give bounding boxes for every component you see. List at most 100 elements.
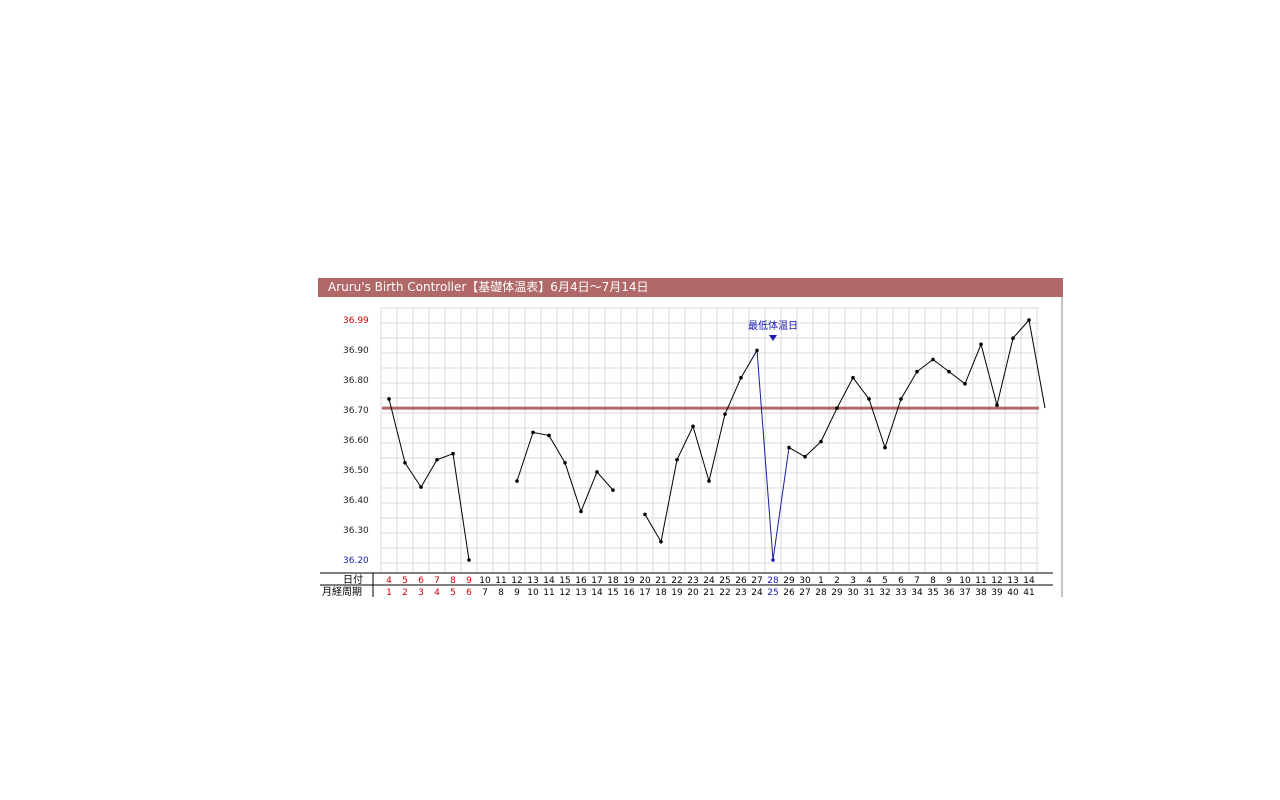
cycle-day-label: 40 — [1007, 588, 1019, 598]
series-segment — [948, 371, 966, 385]
series-segment — [1012, 319, 1030, 339]
cycle-day-label: 18 — [655, 588, 667, 598]
cycle-day-label: 12 — [559, 588, 570, 598]
date-label: 30 — [799, 576, 811, 586]
series-segment — [436, 453, 454, 461]
date-label: 7 — [914, 576, 920, 586]
data-point — [995, 403, 999, 407]
cycle-day-label: 16 — [623, 588, 635, 598]
cycle-day-label: 25 — [767, 588, 778, 598]
cycle-day-label: 2 — [402, 588, 408, 598]
data-point — [755, 348, 759, 353]
date-label: 5 — [882, 576, 888, 586]
cycle-day-label: 41 — [1023, 588, 1034, 598]
date-label: 18 — [607, 576, 619, 586]
date-label: 12 — [991, 576, 1002, 586]
cycle-day-label: 11 — [543, 588, 554, 598]
data-point — [707, 479, 711, 483]
cycle-day-label: 27 — [799, 588, 810, 598]
y-tick-label: 36.80 — [343, 376, 369, 386]
data-point — [771, 558, 775, 562]
date-label: 1 — [818, 576, 824, 586]
series-segment — [740, 350, 758, 378]
date-label: 10 — [959, 576, 971, 586]
cycle-day-label: 14 — [591, 588, 603, 598]
date-label: 9 — [466, 576, 472, 586]
data-point — [979, 342, 983, 347]
data-point — [387, 397, 391, 401]
y-axis-labels: 36.99 36.90 36.80 36.70 36.60 36.50 36.40 36.30… — [343, 316, 369, 566]
cycle-day-label: 5 — [450, 588, 456, 598]
lowest-temperature-label: 最低体温日 — [748, 319, 798, 332]
cycle-day-label: 33 — [895, 588, 906, 598]
date-label: 11 — [975, 576, 986, 586]
date-label: 2 — [834, 576, 840, 586]
data-point — [579, 509, 583, 514]
series-segment — [676, 426, 694, 460]
series-segment — [788, 447, 806, 458]
cycle-day-label: 38 — [975, 588, 987, 598]
data-point — [467, 558, 471, 562]
lowest-temperature-marker: 最低体温日 — [748, 319, 798, 341]
date-row-label: 日付 — [343, 573, 363, 586]
date-label: 3 — [850, 576, 856, 586]
cycle-day-label: 24 — [751, 588, 763, 598]
data-point — [787, 445, 791, 450]
cycle-day-label: 10 — [527, 588, 539, 598]
date-label: 14 — [1023, 576, 1035, 586]
cycle-day-label: 35 — [927, 588, 938, 598]
date-label: 11 — [495, 576, 506, 586]
date-label: 29 — [783, 576, 795, 586]
cycle-day-label: 23 — [735, 588, 746, 598]
series-segment — [724, 377, 742, 415]
y-tick-label: 36.90 — [343, 346, 369, 356]
data-point — [515, 479, 519, 483]
chart-panel: Aruru's Birth Controller【基礎体温表】6月4日〜7月14… — [318, 278, 1063, 598]
data-point — [723, 412, 727, 416]
date-label: 6 — [418, 576, 424, 586]
series-segment — [756, 350, 774, 561]
cycle-day-label: 8 — [498, 588, 504, 598]
y-tick-label: 36.99 — [343, 316, 369, 326]
series-segment — [532, 431, 550, 436]
data-point — [1027, 318, 1031, 322]
date-label: 4 — [866, 576, 872, 586]
series-segment — [964, 344, 982, 384]
date-label: 7 — [434, 576, 440, 586]
series-segment — [404, 462, 422, 488]
series-segment — [836, 377, 854, 409]
cycle-day-label: 37 — [959, 588, 970, 598]
date-label: 27 — [751, 576, 762, 586]
y-tick-label: 36.60 — [343, 436, 369, 446]
series-segment — [644, 514, 662, 543]
series-segment — [388, 398, 406, 463]
cycle-day-label: 31 — [863, 588, 874, 598]
series-segment — [772, 447, 790, 561]
series-segment — [564, 462, 582, 512]
data-point — [611, 488, 615, 492]
series-segment — [596, 471, 614, 491]
date-label: 4 — [386, 576, 392, 586]
date-label: 15 — [559, 576, 570, 586]
cycle-day-label: 28 — [815, 588, 827, 598]
data-point — [915, 369, 919, 374]
date-label: 22 — [671, 576, 682, 586]
cycle-day-label: 32 — [879, 588, 890, 598]
date-label: 8 — [930, 576, 936, 586]
series-segment — [516, 432, 534, 482]
date-label: 26 — [735, 576, 747, 586]
cycle-day-label: 4 — [434, 588, 440, 598]
data-point — [1011, 336, 1015, 341]
cycle-day-label: 15 — [607, 588, 618, 598]
cycle-day-label: 39 — [991, 588, 1003, 598]
data-point — [675, 457, 679, 462]
data-point — [435, 457, 439, 462]
cycle-day-label: 7 — [482, 588, 488, 598]
date-label: 25 — [719, 576, 730, 586]
series-segment — [580, 471, 598, 512]
date-label: 28 — [767, 576, 779, 586]
data-point — [819, 439, 823, 444]
data-point — [691, 424, 695, 429]
y-tick-label: 36.50 — [343, 466, 369, 476]
